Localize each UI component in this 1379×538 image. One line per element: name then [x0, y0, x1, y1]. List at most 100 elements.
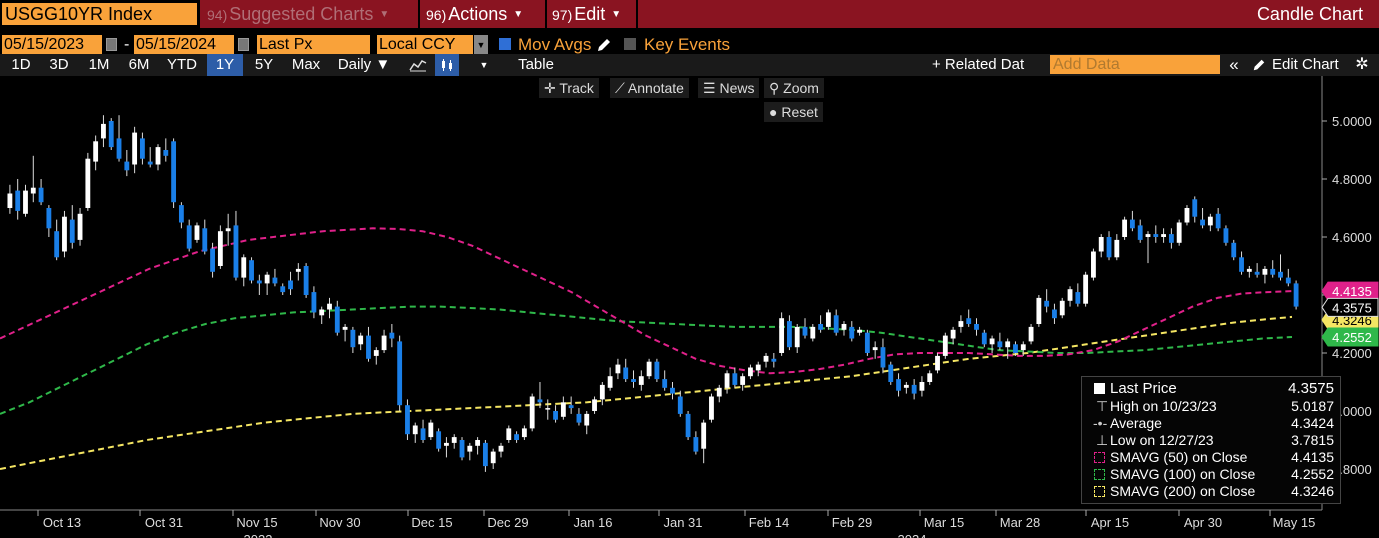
candle-body — [1098, 237, 1104, 252]
edit-number: 97) — [552, 7, 573, 23]
range-max[interactable]: Max — [291, 56, 321, 73]
candle-chart-icon[interactable] — [435, 54, 459, 76]
candle — [420, 419, 426, 443]
candle-body — [280, 286, 286, 293]
candle-body — [256, 280, 262, 284]
edit-chart-button[interactable]: Edit Chart — [1272, 56, 1339, 73]
candle — [241, 254, 247, 287]
line-chart-icon[interactable] — [404, 54, 432, 76]
candle — [288, 271, 293, 295]
start-date-input[interactable]: 05/15/2023 — [2, 35, 102, 55]
candle — [428, 419, 434, 440]
candle-body — [1067, 289, 1073, 301]
candle-body — [210, 248, 215, 272]
frequency-select[interactable]: Daily ▼ — [337, 56, 391, 73]
zoom-tool[interactable]: ⚲ Zoom — [764, 78, 824, 98]
collapse-icon[interactable]: « — [1229, 55, 1239, 74]
ticker-field[interactable]: USGG10YR Index — [2, 3, 197, 25]
controls-bar: 05/15/2023 - 05/15/2024 Last Px Local CC… — [0, 32, 1379, 56]
candle-body — [631, 379, 636, 382]
price-field-select[interactable]: Last Px — [257, 35, 370, 55]
pencil-icon[interactable] — [596, 37, 612, 53]
candle-body — [178, 205, 184, 223]
candle — [584, 411, 590, 435]
x-tick-label: Nov 30 — [319, 515, 360, 530]
calendar-icon[interactable] — [238, 38, 249, 51]
range-ytd[interactable]: YTD — [167, 56, 197, 73]
candle-body — [709, 396, 714, 420]
reset-tool[interactable]: ● Reset — [764, 102, 823, 122]
table-button[interactable]: Table — [518, 56, 554, 73]
chevron-down-icon[interactable]: ▼ — [474, 35, 488, 55]
key-events-checkbox[interactable] — [624, 38, 636, 50]
candle-body — [748, 367, 753, 377]
candle-body — [405, 405, 410, 435]
legend-sma100: SMAVG (100) on Close 4.2552 — [1082, 466, 1342, 483]
candle — [1200, 208, 1205, 229]
candle — [911, 379, 917, 400]
candle — [1215, 208, 1221, 232]
suggested-charts-menu[interactable]: 94) Suggested Charts ▼ — [207, 3, 389, 25]
candle-body — [935, 355, 940, 371]
legend-value: 4.2552 — [1291, 466, 1334, 482]
x-tick-label: May 15 — [1273, 515, 1316, 530]
candle-body — [825, 312, 831, 327]
range-6m[interactable]: 6M — [128, 56, 150, 73]
edit-menu[interactable]: 97) Edit ▼ — [552, 3, 621, 25]
calendar-icon[interactable] — [106, 38, 117, 51]
key-events-label[interactable]: Key Events — [644, 35, 730, 54]
candle — [786, 315, 792, 351]
mov-avgs-checkbox[interactable] — [499, 38, 511, 50]
last-price-tag-text: 4.3575 — [1332, 300, 1372, 315]
high-marker-icon: ⊤ — [1096, 398, 1109, 414]
candle — [888, 361, 894, 385]
candle — [233, 210, 239, 281]
candle — [615, 358, 621, 380]
end-date-input[interactable]: 05/15/2024 — [134, 35, 234, 55]
candle — [1145, 231, 1151, 264]
candle-body — [833, 315, 839, 333]
range-3d[interactable]: 3D — [49, 56, 69, 73]
candle-body — [701, 422, 707, 449]
candle-body — [38, 187, 44, 203]
pencil-icon[interactable] — [1252, 58, 1266, 72]
candle-body — [303, 266, 309, 295]
add-data-input[interactable]: Add Data — [1050, 55, 1220, 74]
candle — [178, 202, 184, 229]
candle — [560, 396, 566, 420]
related-data-button[interactable]: + Related Dat — [932, 56, 1025, 73]
candle — [108, 118, 114, 150]
candle-body — [950, 329, 956, 339]
range-1y[interactable]: 1Y — [207, 54, 243, 76]
candle — [139, 132, 145, 165]
candle-body — [802, 326, 808, 336]
candle-body — [171, 141, 177, 203]
candle-body — [568, 405, 574, 409]
news-tool[interactable]: ☰ News — [698, 78, 760, 98]
actions-menu[interactable]: 96) Actions ▼ — [426, 3, 523, 25]
candle — [147, 147, 153, 168]
candle — [1005, 338, 1011, 359]
track-tool[interactable]: ✛ Track — [539, 78, 599, 98]
candle-body — [397, 341, 403, 406]
currency-select[interactable]: Local CCY — [377, 35, 473, 55]
candle — [467, 442, 473, 461]
candle — [1106, 231, 1112, 261]
candle — [77, 208, 83, 246]
range-5y[interactable]: 5Y — [254, 56, 274, 73]
chevron-down-icon[interactable]: ▼ — [479, 60, 489, 70]
candle-body — [163, 150, 169, 156]
candle-body — [1207, 216, 1213, 226]
candle-body — [911, 384, 917, 394]
range-1m[interactable]: 1M — [88, 56, 110, 73]
candle — [1184, 205, 1190, 226]
range-1d[interactable]: 1D — [11, 56, 31, 73]
mov-avgs-label[interactable]: Mov Avgs — [518, 35, 592, 54]
gear-icon[interactable]: ✲ — [1355, 56, 1369, 73]
suggested-charts-label: Suggested Charts — [229, 4, 374, 24]
candle-body — [740, 376, 746, 385]
candle-body — [1013, 344, 1018, 353]
annotate-tool[interactable]: ⟋ Annotate — [610, 78, 689, 98]
candle — [607, 367, 613, 391]
